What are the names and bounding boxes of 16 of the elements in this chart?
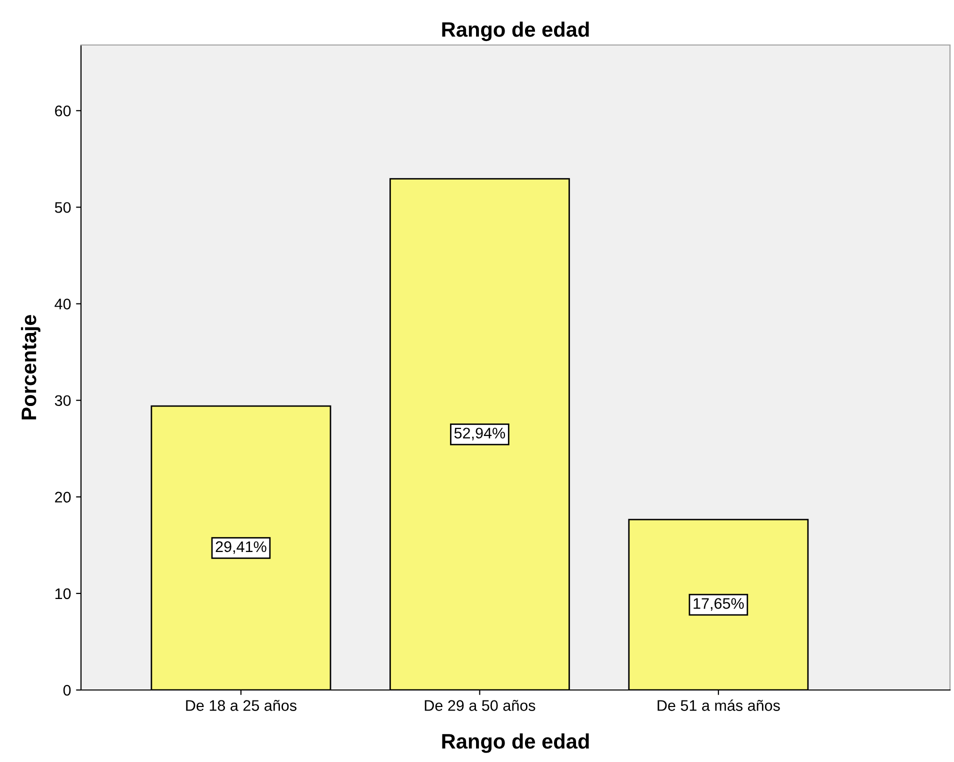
data-label: 29,41% [216,541,266,554]
y-tick-label: 20 [55,492,71,503]
x-tick-label: De 18 a 25 años [186,700,296,711]
y-tick-label: 30 [54,395,71,406]
x-tick-label: De 51 a más años [658,700,780,711]
y-axis-title: Porcentaje [20,314,40,420]
chart-title: Rango de edad [442,22,589,42]
data-label: 17,65% [694,598,744,611]
y-tick-label: 0 [63,684,71,696]
y-tick-label: 50 [54,202,71,213]
y-tick-label: 10 [55,588,71,600]
x-tick-label: De 29 a 50 años [424,700,536,711]
x-axis-title: Rango de edad [442,733,589,753]
y-tick-label: 40 [54,298,71,310]
y-tick-label: 60 [55,106,71,116]
data-label: 52,94% [454,428,506,440]
